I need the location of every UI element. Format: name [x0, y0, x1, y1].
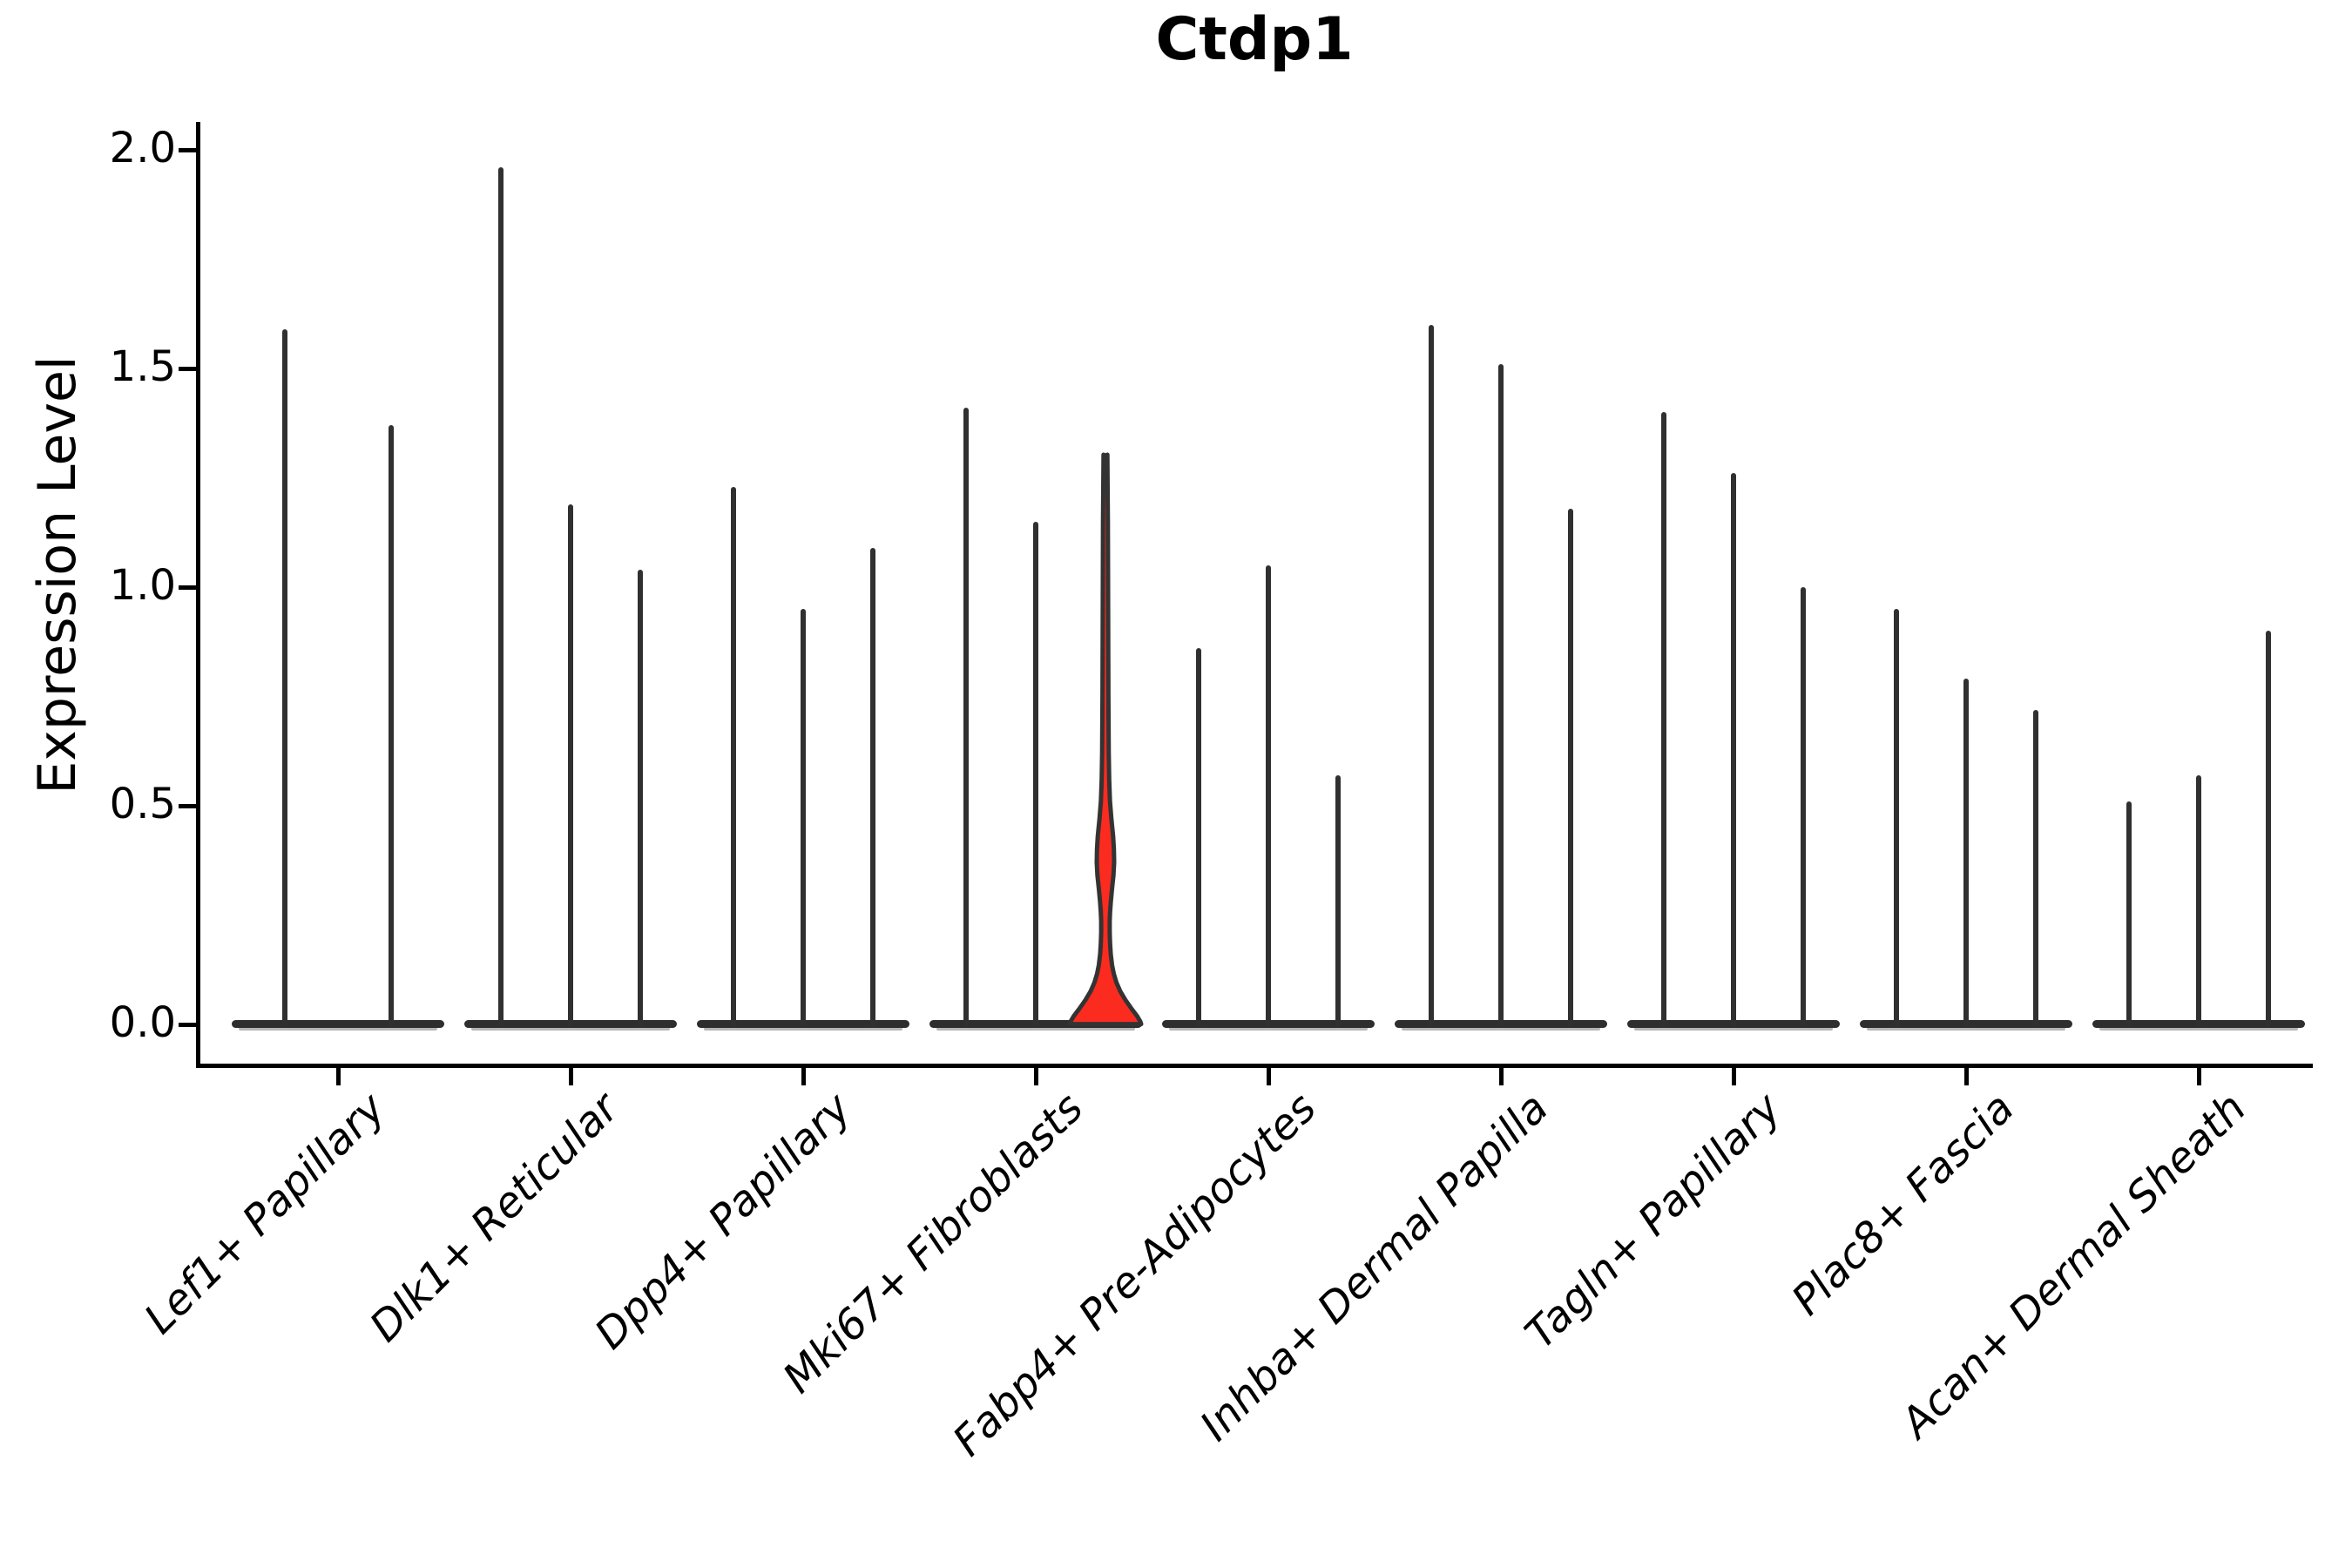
x-tick-mark [569, 1067, 573, 1085]
baseline-fringe [1634, 1027, 1833, 1031]
violin [1033, 521, 1038, 1026]
y-tick-mark [179, 804, 200, 808]
violin [638, 569, 643, 1026]
baseline-fringe [936, 1027, 1135, 1031]
x-tick-label: Tagln+ Papillary [1516, 1084, 1791, 1359]
violin [568, 504, 573, 1026]
violin [498, 167, 504, 1026]
y-tick-label: 0.0 [109, 997, 176, 1047]
baseline-fringe [471, 1027, 670, 1031]
violin [1498, 363, 1504, 1026]
y-tick-mark [179, 1023, 200, 1027]
x-tick-mark [336, 1067, 341, 1085]
baseline-fringe [2099, 1027, 2298, 1031]
violin [731, 486, 736, 1026]
violin-highlight-shape [1067, 452, 1144, 1027]
violin [1894, 609, 1899, 1026]
violin [1429, 324, 1434, 1026]
baseline-fringe [239, 1027, 437, 1031]
violin [1196, 648, 1201, 1026]
violin [1963, 679, 1969, 1026]
x-tick-mark [1034, 1067, 1038, 1085]
x-tick-label: Dpp4+ Papillary [585, 1084, 861, 1359]
violin [1266, 564, 1271, 1026]
violin [1335, 774, 1341, 1026]
x-axis-line [196, 1064, 2313, 1068]
x-tick-label: Lef1+ Papillary [135, 1084, 395, 1344]
x-tick-mark [801, 1067, 806, 1085]
violin [2196, 774, 2201, 1026]
violin [2033, 709, 2038, 1026]
violin [1801, 587, 1806, 1026]
y-tick-label: 2.0 [109, 123, 176, 172]
y-tick-mark [179, 148, 200, 152]
violin [1731, 473, 1736, 1026]
violin [1568, 508, 1573, 1026]
violin [1661, 412, 1666, 1026]
y-tick-mark [179, 367, 200, 371]
y-tick-label: 1.5 [109, 341, 176, 391]
x-tick-mark [1267, 1067, 1271, 1085]
y-axis-line [196, 122, 200, 1068]
x-tick-mark [1499, 1067, 1504, 1085]
baseline-fringe [1169, 1027, 1368, 1031]
violin [282, 328, 287, 1026]
y-tick-label: 0.5 [109, 779, 176, 828]
baseline-fringe [1402, 1027, 1600, 1031]
x-tick-mark [2197, 1067, 2201, 1085]
violin [2266, 631, 2271, 1026]
chart-title: Ctdp1 [1155, 5, 1354, 74]
violin [2126, 801, 2132, 1026]
y-tick-mark [179, 585, 200, 590]
violin [801, 609, 806, 1026]
x-tick-label: Dlk1+ Reticular [360, 1084, 628, 1352]
violin [870, 547, 875, 1026]
violin [963, 408, 969, 1026]
baseline-fringe [704, 1027, 902, 1031]
baseline-fringe [1867, 1027, 2065, 1031]
x-tick-label: Plac8+ Fascia [1781, 1084, 2024, 1325]
violin [389, 425, 394, 1026]
x-tick-mark [1964, 1067, 1969, 1085]
violin-baseline [232, 1020, 444, 1028]
violin-highlight [1067, 452, 1144, 1027]
x-tick-mark [1732, 1067, 1736, 1085]
y-tick-label: 1.0 [109, 560, 176, 610]
